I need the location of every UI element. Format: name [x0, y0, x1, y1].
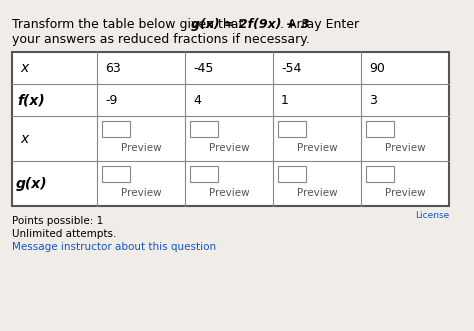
Bar — [102, 166, 130, 182]
Text: f(x): f(x) — [17, 93, 45, 107]
Text: g(x) = 2f(9x) + 3: g(x) = 2f(9x) + 3 — [191, 18, 310, 31]
Text: your answers as reduced fractions if necessary.: your answers as reduced fractions if nec… — [12, 33, 310, 46]
Text: Preview: Preview — [121, 188, 161, 198]
Text: Preview: Preview — [209, 143, 249, 153]
Bar — [12, 52, 449, 206]
Text: Preview: Preview — [297, 143, 337, 153]
Bar — [278, 121, 306, 137]
Bar — [190, 166, 218, 182]
Text: Unlimited attempts.: Unlimited attempts. — [12, 229, 117, 239]
Bar — [190, 121, 218, 137]
Text: Preview: Preview — [297, 188, 337, 198]
Text: 63: 63 — [105, 62, 121, 74]
Text: Preview: Preview — [209, 188, 249, 198]
Text: x: x — [20, 131, 28, 146]
Bar — [366, 166, 394, 182]
Bar — [366, 121, 394, 137]
Text: x: x — [20, 61, 28, 75]
Text: g(x): g(x) — [16, 176, 47, 191]
Text: Message instructor about this question: Message instructor about this question — [12, 242, 216, 252]
Text: Points possible: 1: Points possible: 1 — [12, 216, 103, 226]
Text: 3: 3 — [369, 93, 377, 107]
Text: 4: 4 — [193, 93, 201, 107]
Bar — [102, 121, 130, 137]
Bar — [278, 166, 306, 182]
Text: Preview: Preview — [385, 188, 425, 198]
Text: . Array Enter: . Array Enter — [280, 18, 359, 31]
Text: 1: 1 — [281, 93, 289, 107]
Text: Preview: Preview — [385, 143, 425, 153]
Text: Preview: Preview — [121, 143, 161, 153]
Text: License: License — [415, 211, 449, 220]
Text: -9: -9 — [105, 93, 118, 107]
Text: -54: -54 — [281, 62, 301, 74]
Text: 90: 90 — [369, 62, 385, 74]
Text: -45: -45 — [193, 62, 213, 74]
Text: Transform the table below given that: Transform the table below given that — [12, 18, 247, 31]
